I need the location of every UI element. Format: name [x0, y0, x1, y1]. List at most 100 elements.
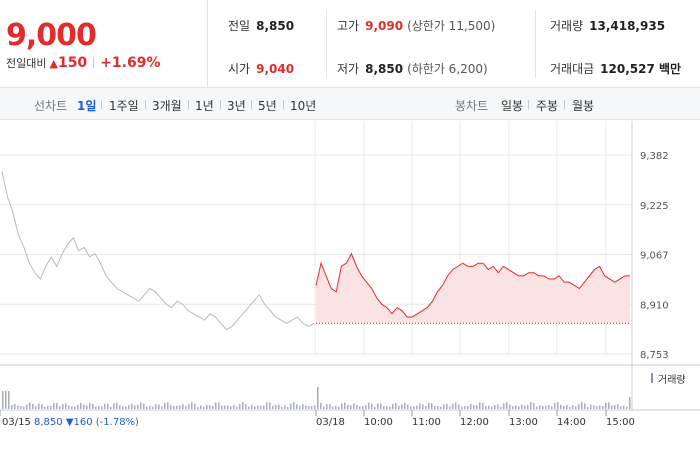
- period-5y[interactable]: 5년: [258, 99, 277, 113]
- volume-bar: [269, 402, 271, 409]
- candle-weekly[interactable]: 주봉: [536, 99, 559, 113]
- period-10y[interactable]: 10년: [290, 99, 317, 113]
- volume-bar: [197, 406, 199, 409]
- volume-bar: [152, 406, 154, 409]
- volume-bar: [404, 402, 406, 409]
- divider: [564, 100, 565, 109]
- volume-bar: [329, 404, 331, 409]
- period-1w[interactable]: 1주일: [109, 99, 139, 113]
- volume-bar: [47, 405, 49, 409]
- volume-bar: [602, 406, 604, 409]
- volume-bar: [587, 406, 589, 409]
- volume-bar: [188, 404, 190, 409]
- volume-bar: [245, 403, 247, 409]
- change-rate: +1.69%: [100, 55, 161, 71]
- volume-bar: [209, 405, 211, 409]
- volume-bar: [542, 405, 544, 409]
- price-change: 전일대비 ▲150 +1.69%: [6, 55, 161, 71]
- volume-bar: [539, 405, 541, 409]
- volume-bar: [428, 402, 430, 409]
- volume-bar: [158, 404, 160, 409]
- divider: [145, 100, 146, 109]
- volume-bar: [593, 405, 595, 409]
- volume-bar: [179, 405, 181, 409]
- divider: [535, 10, 536, 78]
- volume-bar: [125, 406, 127, 409]
- volume-bar: [437, 405, 439, 409]
- volume-bar: [299, 405, 301, 409]
- price-chart[interactable]: 9,382 9,225 9,067 8,910 8,753 03/15 03/18 10:0…: [0, 121, 700, 450]
- volume-bar: [395, 403, 397, 409]
- volume-bar: [425, 405, 427, 409]
- volume-bar: [56, 403, 58, 409]
- quote-stats: 전일 8,850 시가 9,040 고가 9,090 (상한가 11,500) 저가 8,…: [209, 0, 700, 88]
- volume-bar: [467, 405, 469, 409]
- volume-bar: [608, 402, 610, 409]
- volume-bar: [347, 404, 349, 409]
- volume-bar: [122, 406, 124, 409]
- volume-bar: [407, 404, 409, 409]
- volume-bar: [362, 406, 364, 409]
- volume-bar: [155, 404, 157, 409]
- volume-bar: [380, 403, 382, 409]
- volume-bar: [203, 406, 205, 409]
- volume-bar: [173, 405, 175, 409]
- volume-bar: [575, 406, 577, 409]
- period-1y[interactable]: 1년: [195, 99, 214, 113]
- chart-period-bar: 선차트 1일 1주일 3개월 1년 3년 5년 10년 봉차트 일봉 주봉 월봉: [0, 88, 700, 120]
- volume-bar: [170, 405, 172, 409]
- volume-bar: [314, 405, 316, 409]
- volume-bar: [416, 405, 418, 409]
- volume-bar: [389, 406, 391, 409]
- volume-bar: [296, 404, 298, 409]
- volume-bar: [218, 402, 220, 409]
- volume-bar: [419, 403, 421, 409]
- volume-bar: [353, 403, 355, 409]
- volume-bar: [290, 403, 292, 409]
- volume-bar: [350, 405, 352, 409]
- volume-bar: [92, 403, 94, 409]
- volume-bar: [254, 406, 256, 409]
- x-tick-label: 11:00: [412, 417, 441, 428]
- volume-bar: [206, 404, 208, 409]
- volume-bar: [278, 404, 280, 409]
- volume-bar: [236, 406, 238, 409]
- divider: [251, 100, 252, 109]
- x-tick-label: 13:00: [509, 417, 538, 428]
- volume-bar: [248, 406, 250, 409]
- volume-bar: [62, 404, 64, 409]
- volume-bar: [584, 403, 586, 409]
- volume-bar: [443, 404, 445, 409]
- current-price: 9,000: [6, 18, 97, 53]
- volume-bar: [377, 403, 379, 409]
- volume-bar: [572, 405, 574, 409]
- volume-bar: [44, 406, 46, 409]
- period-3m[interactable]: 3개월: [152, 99, 182, 113]
- volume-bar: [101, 406, 103, 409]
- volume-bar: [26, 404, 28, 409]
- prev-day-info: 8,850 ▼160 (-1.78%): [34, 417, 139, 428]
- volume-bar: [473, 405, 475, 409]
- volume-bar: [140, 402, 142, 409]
- volume-bar: [164, 402, 166, 409]
- volume-bar: [80, 402, 82, 409]
- volume-bar: [29, 402, 31, 409]
- period-3y[interactable]: 3년: [227, 99, 246, 113]
- volume-bar: [137, 404, 139, 409]
- volume-bar: [14, 403, 16, 409]
- volume-bar: [2, 391, 4, 409]
- volume-bar: [434, 406, 436, 409]
- volume-bar: [629, 397, 631, 409]
- candle-monthly[interactable]: 월봉: [572, 99, 595, 113]
- volume-bar: [8, 391, 10, 409]
- volume-bar: [281, 406, 283, 409]
- stat-volume: 거래량 13,418,935: [550, 19, 666, 33]
- volume-bar: [518, 406, 520, 409]
- period-1d[interactable]: 1일: [77, 99, 97, 113]
- volume-bar: [65, 403, 67, 409]
- volume-bar: [128, 405, 130, 409]
- up-triangle-icon: ▲: [49, 57, 58, 70]
- volume-bar: [356, 404, 358, 409]
- volume-bar: [146, 406, 148, 409]
- candle-daily[interactable]: 일봉: [501, 99, 524, 113]
